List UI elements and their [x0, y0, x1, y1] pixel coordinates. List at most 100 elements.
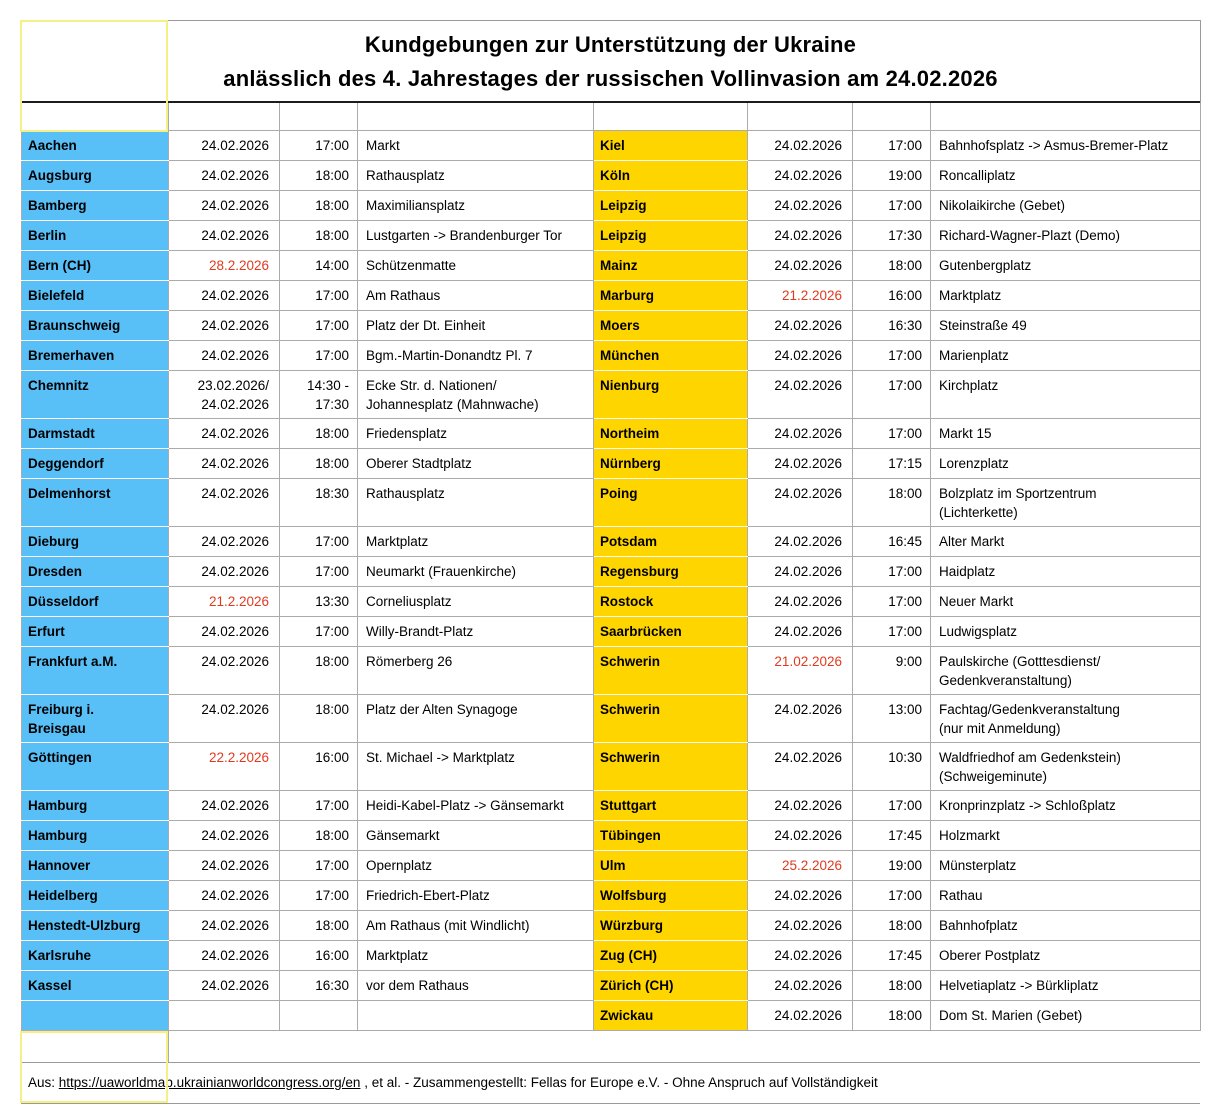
left-location-cell: Friedrich-Ebert-Platz: [357, 879, 594, 911]
table-row: Bielefeld 24.02.2026 17:00 Am Rathaus Marbur…: [21, 279, 1201, 311]
right-location-cell: Paulskirche (Gotttesdienst/ Gedenkverans…: [930, 645, 1201, 695]
table-row: Bamberg 24.02.2026 18:00 Maximiliansplatz Le…: [21, 189, 1201, 221]
right-time-cell: 18:00: [852, 909, 931, 941]
left-location-cell: Römerberg 26: [357, 645, 594, 695]
left-time-cell: 17:00: [279, 555, 358, 587]
right-date-cell: 24.02.2026: [747, 909, 853, 941]
table-row: Göttingen 22.2.2026 16:00 St. Michael -> Ma…: [21, 741, 1201, 791]
right-date-cell: 24.02.2026: [747, 969, 853, 1001]
empty-cell: [279, 103, 358, 131]
left-time-cell: 17:00: [279, 339, 358, 371]
left-date-cell: 24.02.2026: [168, 555, 280, 587]
title-line-2: anlässlich des 4. Jahrestages der russis…: [223, 66, 998, 91]
left-time-cell: 16:00: [279, 741, 358, 791]
table-row: Darmstadt 24.02.2026 18:00 Friedensplatz Nor…: [21, 417, 1201, 449]
right-time-cell: 17:00: [852, 189, 931, 221]
left-city-cell: Braunschweig: [21, 309, 169, 341]
left-time-cell: [279, 999, 358, 1031]
left-date-cell: 21.2.2026: [168, 585, 280, 617]
left-time-cell: 18:00: [279, 909, 358, 941]
right-date-cell: 24.02.2026: [747, 585, 853, 617]
left-location-cell: Platz der Dt. Einheit: [357, 309, 594, 341]
right-city-cell: Saarbrücken: [593, 615, 748, 647]
left-location-cell: Marktplatz: [357, 525, 594, 557]
left-time-cell: 18:00: [279, 693, 358, 743]
left-time-cell: 16:30: [279, 969, 358, 1001]
left-city-cell: Bamberg: [21, 189, 169, 221]
right-location-cell: Helvetiaplatz -> Bürkliplatz: [930, 969, 1201, 1001]
left-city-cell: Heidelberg: [21, 879, 169, 911]
left-location-cell: [357, 999, 594, 1031]
right-location-cell: Ludwigsplatz: [930, 615, 1201, 647]
left-city-cell: Düsseldorf: [21, 585, 169, 617]
left-location-cell: Heidi-Kabel-Platz -> Gänsemarkt: [357, 789, 594, 821]
source-link[interactable]: https://uaworldmap.ukrainianworldcongres…: [58, 1075, 361, 1090]
left-location-cell: Maximiliansplatz: [357, 189, 594, 221]
spacer-row: [21, 103, 1201, 131]
left-time-cell: 18:00: [279, 159, 358, 191]
left-time-cell: 18:00: [279, 447, 358, 479]
right-city-cell: Wolfsburg: [593, 879, 748, 911]
left-city-cell: Göttingen: [21, 741, 169, 791]
right-city-cell: Nürnberg: [593, 447, 748, 479]
left-date-cell: 24.02.2026: [168, 693, 280, 743]
right-city-cell: Tübingen: [593, 819, 748, 851]
table-row: Augsburg 24.02.2026 18:00 Rathausplatz Köln 2…: [21, 159, 1201, 191]
right-time-cell: 17:45: [852, 939, 931, 971]
left-time-cell: 18:30: [279, 477, 358, 527]
left-city-cell: Henstedt-Ulzburg: [21, 909, 169, 941]
left-city-cell: Dresden: [21, 555, 169, 587]
right-date-cell: 24.02.2026: [747, 693, 853, 743]
right-time-cell: 10:30: [852, 741, 931, 791]
right-city-cell: Potsdam: [593, 525, 748, 557]
right-location-cell: Richard-Wagner-Plazt (Demo): [930, 219, 1201, 251]
left-city-cell: Karlsruhe: [21, 939, 169, 971]
left-city-cell: Dieburg: [21, 525, 169, 557]
right-location-cell: Marienplatz: [930, 339, 1201, 371]
right-city-cell: Köln: [593, 159, 748, 191]
right-date-cell: 24.02.2026: [747, 477, 853, 527]
left-date-cell: 24.02.2026: [168, 477, 280, 527]
right-time-cell: 17:00: [852, 369, 931, 419]
right-city-cell: Poing: [593, 477, 748, 527]
right-location-cell: Kronprinzplatz -> Schloßplatz: [930, 789, 1201, 821]
left-location-cell: Schützenmatte: [357, 249, 594, 281]
right-date-cell: 24.02.2026: [747, 939, 853, 971]
empty-cell: [930, 103, 1201, 131]
header-right-border: [1200, 20, 1201, 103]
right-time-cell: 17:00: [852, 129, 931, 161]
right-time-cell: 18:00: [852, 969, 931, 1001]
right-location-cell: Haidplatz: [930, 555, 1201, 587]
right-location-cell: Alter Markt: [930, 525, 1201, 557]
column-divider-line: [168, 1031, 169, 1062]
left-city-cell: Darmstadt: [21, 417, 169, 449]
left-date-cell: 24.02.2026: [168, 279, 280, 311]
right-date-cell: 21.2.2026: [747, 279, 853, 311]
right-city-cell: Moers: [593, 309, 748, 341]
right-time-cell: 18:00: [852, 477, 931, 527]
table-row: Chemnitz 23.02.2026/ 24.02.2026 14:30 - 17…: [21, 369, 1201, 419]
right-location-cell: Holzmarkt: [930, 819, 1201, 851]
left-time-cell: 18:00: [279, 645, 358, 695]
right-location-cell: Roncalliplatz: [930, 159, 1201, 191]
table-row: Frankfurt a.M. 24.02.2026 18:00 Römerberg 2…: [21, 645, 1201, 695]
right-location-cell: Gutenbergplatz: [930, 249, 1201, 281]
right-city-cell: Würzburg: [593, 909, 748, 941]
right-location-cell: Münsterplatz: [930, 849, 1201, 881]
table-row: Heidelberg 24.02.2026 17:00 Friedrich-Ebert…: [21, 879, 1201, 911]
left-date-cell: 28.2.2026: [168, 249, 280, 281]
right-date-cell: 24.02.2026: [747, 129, 853, 161]
right-date-cell: 24.02.2026: [747, 741, 853, 791]
right-time-cell: 17:00: [852, 615, 931, 647]
table-row: Zwickau 24.02.2026 18:00 Dom St. Marien (Ge…: [21, 999, 1201, 1031]
left-city-cell: Kassel: [21, 969, 169, 1001]
left-location-cell: Rathausplatz: [357, 159, 594, 191]
table-row: Hannover 24.02.2026 17:00 Opernplatz Ulm 25.2…: [21, 849, 1201, 881]
left-location-cell: Platz der Alten Synagoge: [357, 693, 594, 743]
title-line-1: Kundgebungen zur Unterstützung der Ukrai…: [364, 32, 857, 57]
left-city-cell: Deggendorf: [21, 447, 169, 479]
left-date-cell: 24.02.2026: [168, 309, 280, 341]
left-date-cell: 24.02.2026: [168, 129, 280, 161]
left-date-cell: 24.02.2026: [168, 969, 280, 1001]
left-location-cell: Ecke Str. d. Nationen/ Johannesplatz (Ma…: [357, 369, 594, 419]
